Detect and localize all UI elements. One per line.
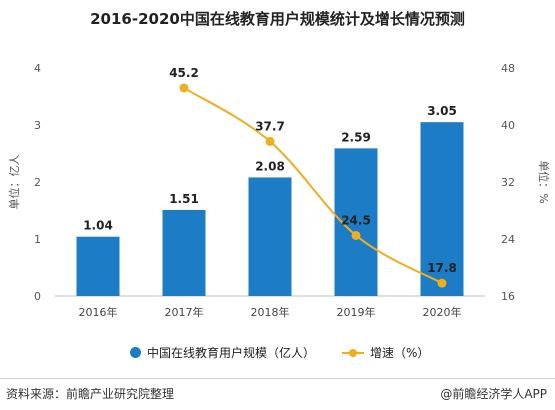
growth-point — [437, 278, 447, 288]
growth-data-label: 37.7 — [255, 119, 285, 133]
x-tick-label: 2020年 — [423, 305, 462, 319]
legend-bar-label: 中国在线教育用户规模（亿人） — [147, 346, 316, 360]
footer-divider — [0, 378, 555, 379]
legend-bar-marker — [130, 347, 141, 358]
x-tick-label: 2017年 — [165, 305, 204, 319]
x-tick-label: 2019年 — [337, 305, 376, 319]
growth-point — [351, 230, 361, 240]
growth-point — [179, 83, 189, 93]
legend-item-line[interactable]: 增速（%） — [342, 344, 429, 361]
y-tick-label-right: 16 — [501, 290, 515, 303]
growth-line — [183, 87, 443, 285]
y-tick-label-left: 1 — [34, 233, 41, 246]
y-tick-label-left: 2 — [34, 176, 41, 189]
y-tick-label-right: 24 — [501, 233, 515, 246]
bar-data-label: 1.04 — [83, 219, 113, 233]
growth-data-label: 17.8 — [427, 261, 457, 275]
y-axis-title-right: 单位：% — [537, 160, 551, 203]
bar — [162, 209, 206, 296]
bar-data-label: 2.08 — [255, 159, 285, 173]
growth-data-label: 24.5 — [341, 213, 371, 227]
legend-item-bar[interactable]: 中国在线教育用户规模（亿人） — [130, 344, 315, 361]
bar — [76, 236, 120, 296]
growth-point — [265, 136, 275, 146]
growth-data-label: 45.2 — [169, 66, 199, 80]
y-tick-label-left: 4 — [34, 62, 41, 75]
y-tick-label-right: 40 — [501, 119, 515, 132]
legend-line-label: 增速（%） — [370, 346, 430, 360]
footer-source: 资料来源：前瞻产业研究院整理 — [6, 387, 175, 401]
bar-data-label: 2.59 — [341, 130, 371, 144]
y-tick-label-right: 48 — [501, 62, 515, 75]
x-tick-label: 2018年 — [251, 305, 290, 319]
legend-line-marker — [342, 347, 364, 358]
chart-plot-area: 0 1 2 3 4 16 24 32 40 48 单位：亿人 单位：% 1.04 1.51 2.08 2.59… — [7, 62, 551, 319]
bar — [248, 177, 292, 296]
bar-data-label: 1.51 — [169, 192, 199, 206]
x-tick-label: 2016年 — [79, 305, 118, 319]
y-axis-title-left: 单位：亿人 — [7, 155, 21, 210]
chart-title: 2016-2020中国在线教育用户规模统计及增长情况预测 — [90, 10, 465, 28]
bar-data-label: 3.05 — [427, 104, 457, 118]
footer-credit: @前瞻经济学人APP — [440, 387, 547, 401]
y-tick-label-left: 3 — [34, 119, 41, 132]
y-tick-label-right: 32 — [501, 176, 515, 189]
bar — [420, 122, 464, 297]
y-tick-label-left: 0 — [34, 290, 41, 303]
